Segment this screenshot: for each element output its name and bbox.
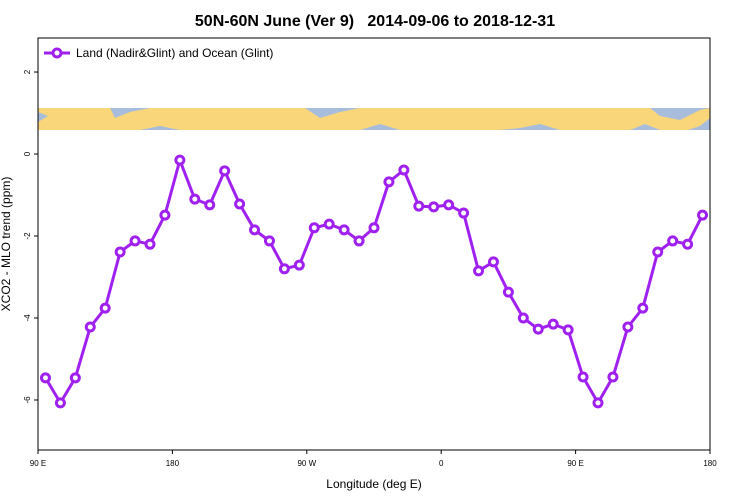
x-tick-label: 180 [703,459,717,468]
y-tick-label: -6 [23,396,32,404]
data-point [278,263,290,275]
data-point [114,246,126,258]
data-point [129,235,141,247]
data-point [607,371,619,383]
data-point [204,199,216,211]
data-point [39,372,51,384]
data-point [487,256,499,268]
data-point [592,397,604,409]
data-point [338,224,350,236]
data-point [383,176,395,188]
data-point [652,246,664,258]
data-point [219,165,231,177]
x-tick-label: 90 E [30,459,46,468]
data-point [69,372,81,384]
data-point [547,318,559,330]
data-point [637,302,649,314]
data-point [159,209,171,221]
data-point [189,193,201,205]
y-tick-label: 0 [23,151,32,156]
plot-frame [37,37,711,451]
data-point [517,312,529,324]
data-point [99,302,111,314]
data-point [234,198,246,210]
data-point [293,259,305,271]
data-point [54,397,66,409]
data-point [473,265,485,277]
data-point [353,235,365,247]
x-tick-label: 90 W [297,459,316,468]
x-axis-label: Longitude (deg E) [326,477,421,491]
data-point [323,218,335,230]
x-tick-label: 180 [166,459,180,468]
data-point [263,235,275,247]
y-tick-label: -2 [23,232,32,240]
data-point [144,238,156,250]
data-point [577,371,589,383]
map-strip [38,108,710,130]
data-point [413,200,425,212]
data-point [667,235,679,247]
y-axis-label: XCO2 - MLO trend (ppm) [0,177,13,312]
x-tick-label: 90 E [567,459,583,468]
data-point [532,323,544,335]
data-point [682,238,694,250]
series-line [44,158,704,405]
data-point [622,321,634,333]
data-point [458,207,470,219]
legend-label: Land (Nadir&Glint) and Ocean (Glint) [76,46,273,60]
x-tick-label: 0 [439,459,444,468]
map-land [38,108,710,130]
data-point [368,222,380,234]
map-ocean [38,112,48,122]
data-point [443,199,455,211]
data-point [562,324,574,336]
data-point [84,321,96,333]
data-point [249,224,261,236]
chart-title: 50N-60N June (Ver 9) 2014-09-06 to 2018-… [195,13,555,30]
data-point [398,164,410,176]
data-point [174,154,186,166]
legend-marker [51,47,63,59]
data-point [697,209,709,221]
data-point [428,201,440,213]
y-tick-label: 2 [23,69,32,74]
data-point [502,286,514,298]
y-tick-label: -4 [23,314,32,322]
data-point [308,222,320,234]
